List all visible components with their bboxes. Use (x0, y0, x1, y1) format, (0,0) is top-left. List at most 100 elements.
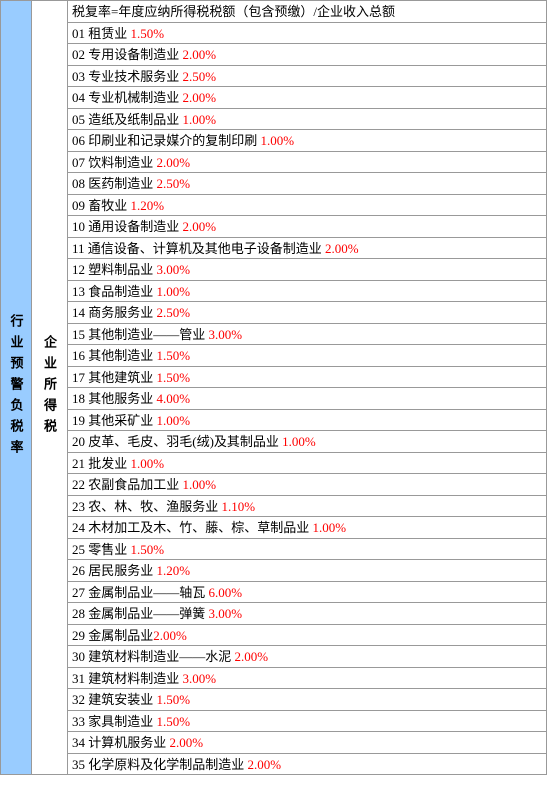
table-row: 32 建筑安装业 1.50% (68, 689, 546, 711)
row-rate: 1.00% (157, 284, 191, 299)
row-rate: 3.00% (183, 671, 217, 686)
table-row: 34 计算机服务业 2.00% (68, 732, 546, 754)
table-row: 33 家具制造业 1.50% (68, 711, 546, 733)
table-row: 30 建筑材料制造业——水泥 2.00% (68, 646, 546, 668)
row-rate: 1.00% (131, 456, 165, 471)
row-rate: 2.50% (157, 176, 191, 191)
row-rate: 3.00% (209, 327, 243, 342)
table-row: 14 商务服务业 2.50% (68, 302, 546, 324)
row-label: 08 医药制造业 (72, 176, 157, 191)
table-row: 20 皮革、毛皮、羽毛(绒)及其制品业 1.00% (68, 431, 546, 453)
table-row: 22 农副食品加工业 1.00% (68, 474, 546, 496)
table-row: 26 居民服务业 1.20% (68, 560, 546, 582)
table-row: 27 金属制品业——轴瓦 6.00% (68, 582, 546, 604)
row-rate: 1.00% (261, 133, 295, 148)
row-rate: 1.00% (313, 520, 347, 535)
row-rate: 2.50% (157, 305, 191, 320)
formula-text: 税复率=年度应纳所得税税额（包含预缴）/企业收入总额 (72, 4, 395, 19)
table-row: 19 其他采矿业 1.00% (68, 410, 546, 432)
table-row: 03 专业技术服务业 2.50% (68, 66, 546, 88)
table-row: 06 印刷业和记录媒介的复制印刷 1.00% (68, 130, 546, 152)
row-rate: 3.00% (157, 262, 191, 277)
row-label: 27 金属制品业——轴瓦 (72, 585, 209, 600)
row-rate: 1.10% (222, 499, 256, 514)
row-rate: 1.50% (157, 692, 191, 707)
row-rate: 1.50% (131, 542, 165, 557)
row-rate: 1.20% (131, 198, 165, 213)
row-rate: 1.00% (157, 413, 191, 428)
row-label: 05 造纸及纸制品业 (72, 112, 183, 127)
table-row: 13 食品制造业 1.00% (68, 281, 546, 303)
row-label: 25 零售业 (72, 542, 131, 557)
row-label: 35 化学原料及化学制品制造业 (72, 757, 248, 772)
table-row: 08 医药制造业 2.50% (68, 173, 546, 195)
row-label: 22 农副食品加工业 (72, 477, 183, 492)
row-label: 17 其他建筑业 (72, 370, 157, 385)
row-label: 18 其他服务业 (72, 391, 157, 406)
table-row: 24 木材加工及木、竹、藤、棕、草制品业 1.00% (68, 517, 546, 539)
table-row: 16 其他制造业 1.50% (68, 345, 546, 367)
table-row: 21 批发业 1.00% (68, 453, 546, 475)
table-row: 29 金属制品业2.00% (68, 625, 546, 647)
row-label: 07 饮料制造业 (72, 155, 157, 170)
row-rate: 2.00% (325, 241, 359, 256)
row-rate: 1.50% (131, 26, 165, 41)
row-rate: 2.00% (183, 219, 217, 234)
row-rate: 6.00% (209, 585, 243, 600)
tax-rate-table: 行业预警负税率 企业所得税 税复率=年度应纳所得税税额（包含预缴）/企业收入总额… (0, 0, 547, 775)
row-label: 03 专业技术服务业 (72, 69, 183, 84)
row-rate: 2.00% (170, 735, 204, 750)
row-label: 30 建筑材料制造业——水泥 (72, 649, 235, 664)
table-row: 15 其他制造业——管业 3.00% (68, 324, 546, 346)
row-label: 23 农、林、牧、渔服务业 (72, 499, 222, 514)
row-rate: 2.00% (183, 90, 217, 105)
table-row: 11 通信设备、计算机及其他电子设备制造业 2.00% (68, 238, 546, 260)
row-label: 11 通信设备、计算机及其他电子设备制造业 (72, 241, 325, 256)
row-rate: 1.00% (183, 112, 217, 127)
table-row: 02 专用设备制造业 2.00% (68, 44, 546, 66)
row-label: 13 食品制造业 (72, 284, 157, 299)
row-rate: 1.20% (157, 563, 191, 578)
row-label: 14 商务服务业 (72, 305, 157, 320)
table-row: 25 零售业 1.50% (68, 539, 546, 561)
row-rate: 4.00% (157, 391, 191, 406)
table-row: 01 租赁业 1.50% (68, 23, 546, 45)
row-rate: 1.00% (282, 434, 316, 449)
row-label: 10 通用设备制造业 (72, 219, 183, 234)
table-row: 12 塑料制品业 3.00% (68, 259, 546, 281)
category-header-cell: 行业预警负税率 (0, 1, 32, 775)
row-label: 29 金属制品业 (72, 628, 153, 643)
table-row: 31 建筑材料制造业 3.00% (68, 668, 546, 690)
row-label: 06 印刷业和记录媒介的复制印刷 (72, 133, 261, 148)
table-row: 04 专业机械制造业 2.00% (68, 87, 546, 109)
table-row: 09 畜牧业 1.20% (68, 195, 546, 217)
row-label: 33 家具制造业 (72, 714, 157, 729)
row-rate: 1.50% (157, 370, 191, 385)
row-label: 09 畜牧业 (72, 198, 131, 213)
row-label: 04 专业机械制造业 (72, 90, 183, 105)
formula-row: 税复率=年度应纳所得税税额（包含预缴）/企业收入总额 (68, 1, 546, 23)
table-row: 23 农、林、牧、渔服务业 1.10% (68, 496, 546, 518)
table-row: 18 其他服务业 4.00% (68, 388, 546, 410)
table-row: 28 金属制品业——弹簧 3.00% (68, 603, 546, 625)
row-label: 01 租赁业 (72, 26, 131, 41)
row-rate: 2.00% (157, 155, 191, 170)
table-row: 07 饮料制造业 2.00% (68, 152, 546, 174)
row-label: 24 木材加工及木、竹、藤、棕、草制品业 (72, 520, 313, 535)
row-rate: 2.00% (183, 47, 217, 62)
row-rate: 3.00% (209, 606, 243, 621)
row-label: 28 金属制品业——弹簧 (72, 606, 209, 621)
table-row: 05 造纸及纸制品业 1.00% (68, 109, 546, 131)
sub-header-cell: 企业所得税 (32, 1, 68, 775)
row-rate: 1.50% (157, 714, 191, 729)
row-label: 20 皮革、毛皮、羽毛(绒)及其制品业 (72, 434, 282, 449)
row-label: 02 专用设备制造业 (72, 47, 183, 62)
row-rate: 2.50% (183, 69, 217, 84)
row-label: 21 批发业 (72, 456, 131, 471)
table-row: 17 其他建筑业 1.50% (68, 367, 546, 389)
row-label: 15 其他制造业——管业 (72, 327, 209, 342)
row-label: 16 其他制造业 (72, 348, 157, 363)
sub-header-text: 企业所得税 (40, 335, 59, 440)
table-row: 35 化学原料及化学制品制造业 2.00% (68, 754, 546, 776)
row-label: 12 塑料制品业 (72, 262, 157, 277)
